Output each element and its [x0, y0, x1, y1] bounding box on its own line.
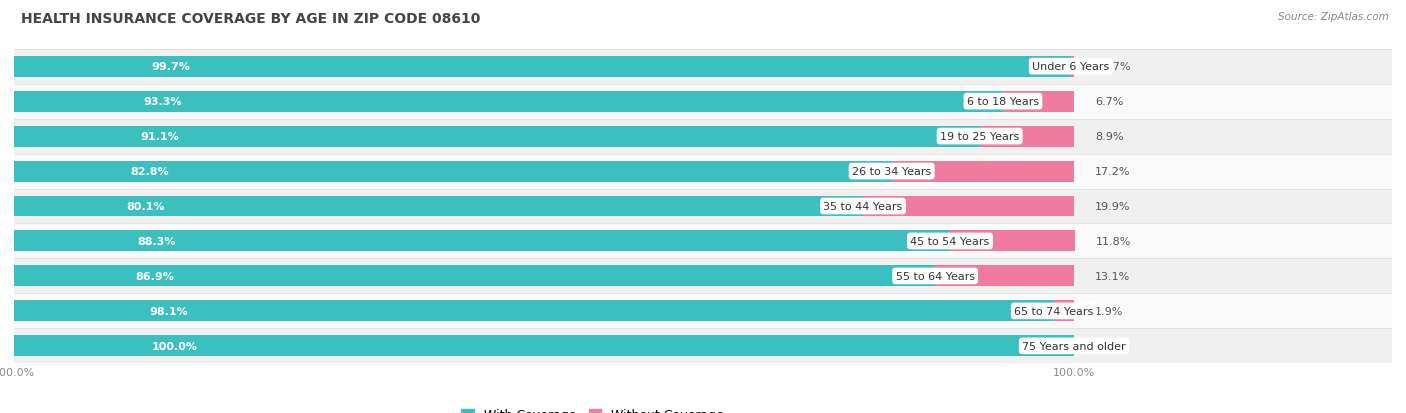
Text: 26 to 34 Years: 26 to 34 Years [852, 166, 931, 177]
Text: 19 to 25 Years: 19 to 25 Years [941, 132, 1019, 142]
Bar [1002, 91, 1074, 112]
Bar [14, 57, 1071, 78]
Text: Under 6 Years: Under 6 Years [1032, 62, 1109, 72]
Bar [1071, 57, 1074, 78]
Text: 8.9%: 8.9% [1095, 132, 1123, 142]
Bar [14, 231, 950, 252]
Text: 6.7%: 6.7% [1095, 97, 1123, 107]
Bar [14, 294, 1392, 329]
Text: 99.7%: 99.7% [152, 62, 190, 72]
Bar [935, 266, 1074, 287]
Text: 0.27%: 0.27% [1095, 62, 1130, 72]
Text: 100.0%: 100.0% [152, 341, 198, 351]
Legend: With Coverage, Without Coverage: With Coverage, Without Coverage [457, 404, 730, 413]
Bar [14, 224, 1392, 259]
Text: 86.9%: 86.9% [135, 271, 174, 281]
Bar [14, 196, 863, 217]
Bar [14, 266, 935, 287]
Text: 93.3%: 93.3% [143, 97, 181, 107]
Text: 1.9%: 1.9% [1095, 306, 1123, 316]
Bar [14, 84, 1392, 119]
Text: 45 to 54 Years: 45 to 54 Years [910, 236, 990, 247]
Bar [14, 329, 1392, 363]
Bar [14, 50, 1392, 84]
Bar [14, 301, 1054, 322]
Bar [980, 126, 1074, 147]
Bar [14, 189, 1392, 224]
Bar [14, 126, 980, 147]
Text: 75 Years and older: 75 Years and older [1022, 341, 1126, 351]
Bar [891, 161, 1074, 182]
Text: 17.2%: 17.2% [1095, 166, 1130, 177]
Bar [14, 119, 1392, 154]
Text: 11.8%: 11.8% [1097, 236, 1132, 247]
Bar [14, 154, 1392, 189]
Bar [950, 231, 1076, 252]
Text: 13.1%: 13.1% [1095, 271, 1130, 281]
Text: 91.1%: 91.1% [141, 132, 180, 142]
Text: 19.9%: 19.9% [1095, 202, 1130, 211]
Text: 88.3%: 88.3% [136, 236, 176, 247]
Text: 65 to 74 Years: 65 to 74 Years [1014, 306, 1094, 316]
Text: 0.0%: 0.0% [1095, 341, 1123, 351]
Text: 98.1%: 98.1% [149, 306, 188, 316]
Text: 82.8%: 82.8% [129, 166, 169, 177]
Bar [1054, 301, 1074, 322]
Text: 35 to 44 Years: 35 to 44 Years [824, 202, 903, 211]
Text: 6 to 18 Years: 6 to 18 Years [967, 97, 1039, 107]
Text: 55 to 64 Years: 55 to 64 Years [896, 271, 974, 281]
Bar [14, 259, 1392, 294]
Bar [14, 161, 891, 182]
Bar [14, 335, 1074, 356]
Bar [14, 91, 1002, 112]
Text: 80.1%: 80.1% [127, 202, 165, 211]
Bar [863, 196, 1074, 217]
Text: HEALTH INSURANCE COVERAGE BY AGE IN ZIP CODE 08610: HEALTH INSURANCE COVERAGE BY AGE IN ZIP … [21, 12, 481, 26]
Text: Source: ZipAtlas.com: Source: ZipAtlas.com [1278, 12, 1389, 22]
